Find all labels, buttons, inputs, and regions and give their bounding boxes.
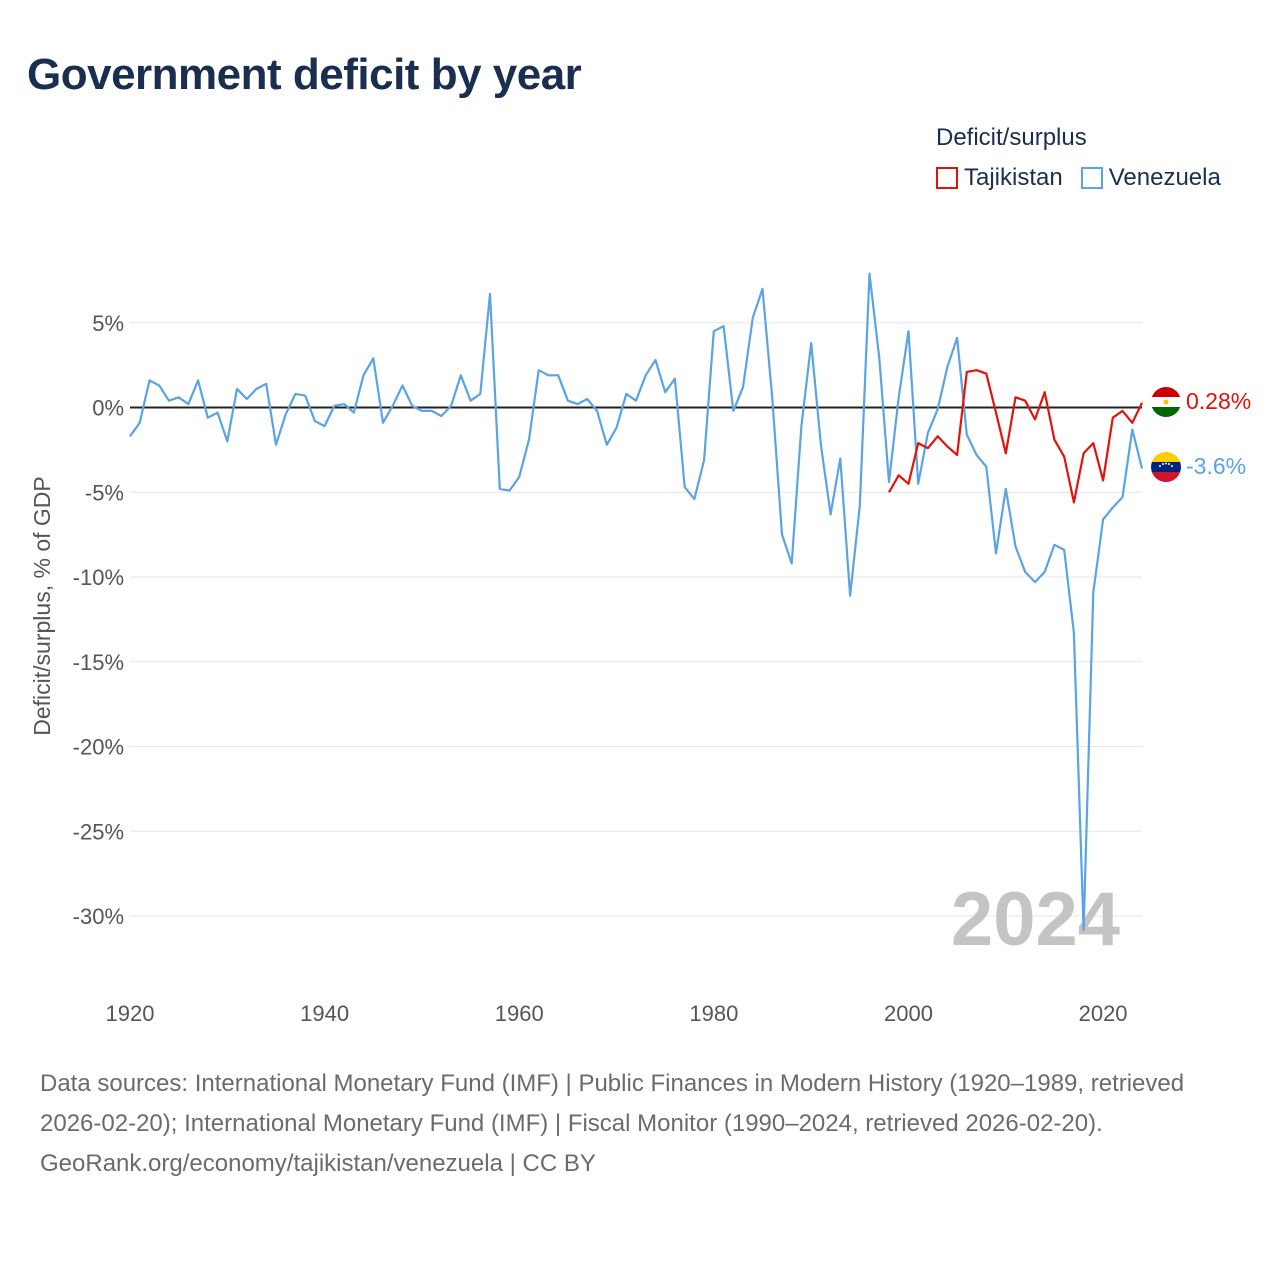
series-line-tajikistan[interactable] (888, 369, 1143, 504)
year-watermark: 2024 (951, 877, 1120, 962)
series-line-venezuela[interactable] (129, 272, 1144, 931)
line-chart: 5% 0% -5% -10% -15% -20% -25% -30% 1920 1940 1960 1… (29, 272, 1251, 1026)
y-tick-label: -25% (73, 819, 124, 844)
y-tick-label: -15% (73, 650, 124, 675)
legend-swatch-venezuela (1080, 167, 1103, 189)
footer: Data sources: International Monetary Fun… (40, 1064, 1240, 1184)
legend-label-tajikistan: Tajikistan (964, 164, 1063, 191)
y-tick-label: -20% (73, 735, 124, 760)
legend-item-tajikistan[interactable]: Tajikistan (936, 164, 1063, 192)
x-tick-label: 1920 (106, 1001, 155, 1026)
x-tick-label: 1980 (689, 1001, 738, 1026)
legend: Tajikistan Venezuela (936, 164, 1221, 192)
x-tick-label: 1960 (495, 1001, 544, 1026)
y-tick-label: 0% (92, 396, 124, 421)
x-tick-label: 2020 (1079, 1001, 1128, 1026)
data-sources: Data sources: International Monetary Fun… (40, 1070, 1185, 1137)
legend-item-venezuela[interactable]: Venezuela (1080, 164, 1221, 192)
legend-swatch-tajikistan (936, 167, 958, 189)
y-axis-label: Deficit/surplus, % of GDP (29, 476, 55, 735)
x-tick-label: 1940 (300, 1001, 349, 1026)
x-tick-label: 2000 (884, 1001, 933, 1026)
y-tick-label: -30% (73, 904, 124, 929)
y-tick-label: -5% (85, 480, 124, 505)
venezuela-flag-icon (1151, 452, 1181, 482)
chart-title: Government deficit by year (27, 50, 582, 99)
end-label-venezuela: -3.6% (1186, 453, 1246, 479)
y-tick-label: -10% (73, 565, 124, 590)
end-label-tajikistan: 0.28% (1186, 388, 1251, 414)
legend-label-venezuela: Venezuela (1108, 164, 1221, 191)
credit-link[interactable]: GeoRank.org/economy/tajikistan/venezuela… (40, 1150, 596, 1177)
tajikistan-flag-icon (1151, 387, 1181, 417)
legend-title: Deficit/surplus (936, 124, 1087, 151)
y-tick-label: 5% (92, 311, 124, 336)
